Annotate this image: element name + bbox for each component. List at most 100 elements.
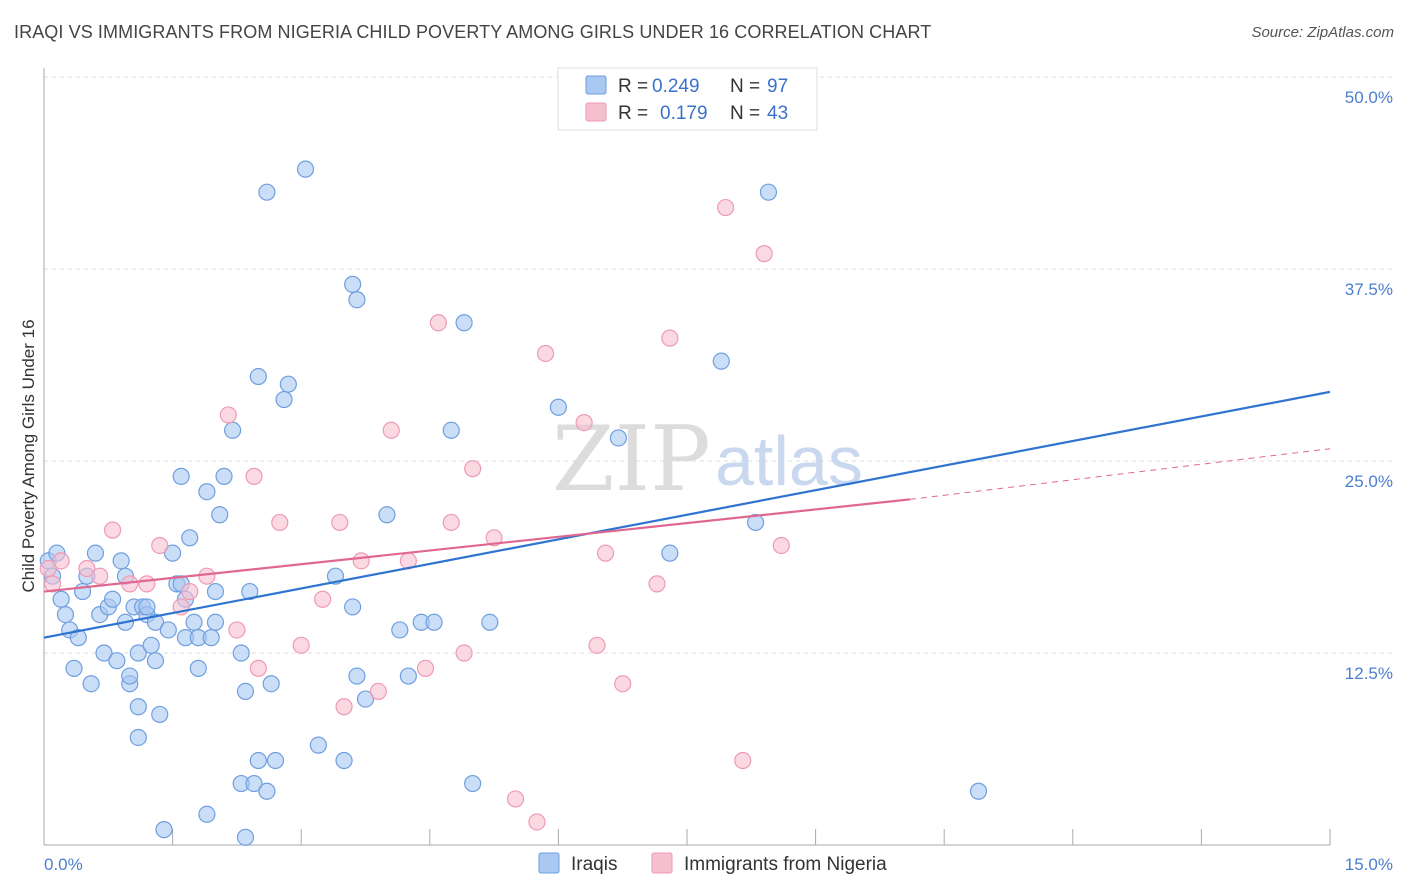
iraqis-point bbox=[172, 467, 190, 485]
nigeria-point bbox=[429, 314, 447, 332]
iraqis-point bbox=[206, 613, 225, 631]
nigeria-point bbox=[528, 813, 546, 831]
iraqis-point bbox=[391, 621, 409, 639]
iraqis-point bbox=[348, 291, 366, 309]
watermark-atlas: atlas bbox=[715, 422, 863, 500]
iraqis-point bbox=[86, 544, 105, 562]
nigeria-point bbox=[292, 636, 310, 654]
nigeria-point bbox=[52, 552, 70, 570]
nigeria-point bbox=[588, 636, 606, 654]
nigeria-point bbox=[614, 675, 632, 693]
legend-r-value-2: 0.179 bbox=[660, 103, 708, 124]
trend-line-iraqis bbox=[43, 390, 1331, 639]
trend-line-nigeria bbox=[43, 498, 911, 593]
iraqis-point bbox=[236, 682, 255, 701]
nigeria-point bbox=[382, 421, 400, 439]
series-iraqis bbox=[39, 160, 988, 846]
nigeria-point bbox=[103, 521, 122, 539]
iraqis-point bbox=[138, 598, 156, 616]
iraqis-point bbox=[215, 467, 233, 485]
bottom-legend-swatch-nigeria bbox=[651, 852, 673, 874]
legend-r-value-1: 0.249 bbox=[652, 76, 700, 97]
bottom-legend-label-iraqis: Iraqis bbox=[571, 854, 617, 875]
iraqis-point bbox=[121, 667, 139, 685]
iraqis-point bbox=[146, 652, 165, 670]
iraqis-point bbox=[464, 774, 482, 793]
nigeria-point bbox=[455, 644, 473, 662]
iraqis-point bbox=[455, 314, 473, 332]
nigeria-point bbox=[536, 344, 555, 363]
bottom-legend: Iraqis Immigrants from Nigeria bbox=[538, 852, 887, 875]
iraqis-point bbox=[279, 375, 297, 393]
nigeria-point bbox=[151, 536, 169, 555]
iraqis-point bbox=[481, 613, 499, 631]
iraqis-point bbox=[356, 690, 375, 708]
iraqis-point bbox=[95, 644, 113, 662]
iraqis-point bbox=[129, 728, 147, 747]
series-nigeria bbox=[39, 198, 790, 831]
y-tick-label: 37.5% bbox=[1345, 280, 1393, 299]
iraqis-point bbox=[296, 160, 315, 178]
iraqis-point bbox=[189, 659, 207, 677]
iraqis-point bbox=[65, 659, 83, 677]
y-tick-label: 25.0% bbox=[1345, 472, 1393, 491]
nigeria-point bbox=[648, 575, 666, 593]
nigeria-point bbox=[596, 544, 615, 562]
trend-line-nigeria-extension bbox=[909, 448, 1331, 500]
nigeria-point bbox=[352, 552, 370, 570]
bottom-legend-label-nigeria: Immigrants from Nigeria bbox=[684, 854, 887, 875]
iraqis-point bbox=[159, 621, 177, 639]
legend-n-value-2: 43 bbox=[767, 103, 788, 124]
nigeria-point bbox=[43, 575, 62, 593]
nigeria-point bbox=[734, 751, 752, 770]
iraqis-point bbox=[378, 506, 396, 524]
nigeria-point bbox=[219, 406, 237, 424]
x-tick-label-min: 0.0% bbox=[44, 855, 83, 874]
nigeria-point bbox=[249, 659, 267, 677]
iraqis-point bbox=[549, 398, 568, 416]
nigeria-point bbox=[485, 529, 503, 547]
nigeria-point bbox=[369, 682, 387, 701]
iraqis-point bbox=[399, 667, 417, 685]
iraqis-point bbox=[609, 429, 628, 447]
iraqis-point bbox=[344, 275, 362, 293]
iraqis-point bbox=[249, 367, 267, 386]
nigeria-point bbox=[245, 467, 263, 485]
iraqis-point bbox=[258, 782, 276, 800]
iraqis-point bbox=[442, 421, 460, 439]
iraqis-point bbox=[198, 483, 216, 501]
iraqis-point bbox=[969, 782, 988, 800]
iraqis-point bbox=[142, 636, 160, 654]
iraqis-point bbox=[245, 774, 263, 793]
trend-lines bbox=[43, 390, 1331, 639]
iraqis-point bbox=[746, 513, 765, 532]
iraqis-point bbox=[146, 613, 165, 631]
iraqis-point bbox=[335, 751, 353, 770]
legend-n-value-1: 97 bbox=[767, 76, 788, 97]
iraqis-point bbox=[181, 529, 199, 547]
iraqis-point bbox=[129, 698, 147, 716]
nigeria-point bbox=[331, 513, 349, 532]
y-tick-label: 50.0% bbox=[1345, 88, 1393, 107]
iraqis-point bbox=[164, 544, 182, 562]
nigeria-point bbox=[506, 790, 525, 808]
iraqis-point bbox=[211, 506, 229, 524]
iraqis-point bbox=[262, 675, 280, 693]
nigeria-point bbox=[575, 414, 593, 432]
iraqis-point bbox=[759, 183, 778, 201]
iraqis-point bbox=[56, 605, 75, 624]
watermark: ZIP atlas bbox=[552, 407, 863, 512]
legend-r-label-1: R = bbox=[618, 76, 648, 97]
iraqis-point bbox=[155, 821, 173, 839]
iraqis-point bbox=[52, 590, 70, 608]
chart-source: Source: ZipAtlas.com bbox=[1251, 24, 1394, 41]
legend: R = 0.249 N = 97 R = 0.179 N = 43 bbox=[557, 67, 818, 131]
nigeria-point bbox=[78, 559, 96, 578]
iraqis-point bbox=[275, 390, 293, 409]
y-tick-labels: 12.5% 25.0% 37.5% 50.0% bbox=[1345, 88, 1393, 683]
iraqis-point bbox=[82, 675, 100, 693]
nigeria-point bbox=[716, 198, 735, 217]
legend-r-label-2: R = bbox=[618, 103, 648, 124]
nigeria-point bbox=[755, 245, 773, 263]
